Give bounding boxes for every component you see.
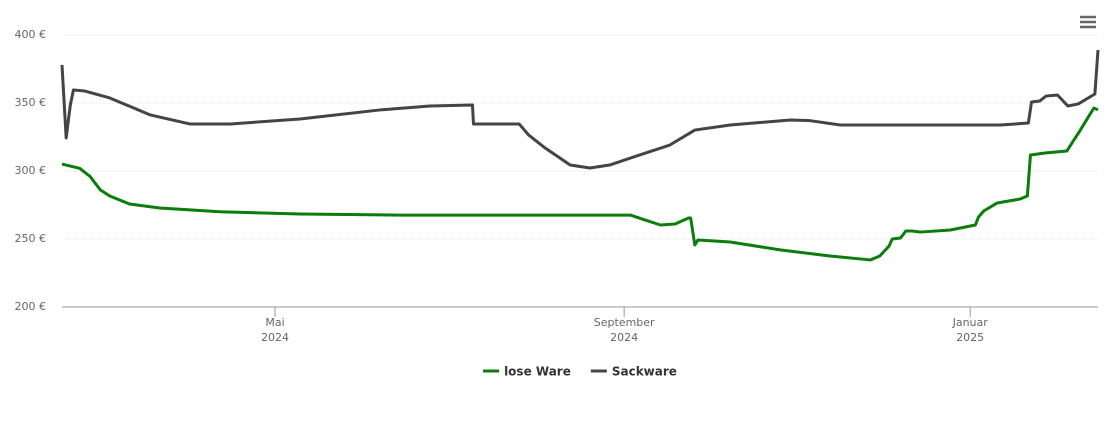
y-tick-label: 200 € — [15, 300, 47, 313]
y-tick-label: 350 € — [15, 96, 47, 109]
legend: lose Ware Sackware — [483, 365, 677, 379]
menu-button[interactable] — [1080, 15, 1096, 29]
x-tick-label: September 2024 — [594, 316, 655, 344]
x-tick-label: Mai 2024 — [261, 316, 289, 344]
y-tick-label: 250 € — [15, 232, 47, 245]
legend-text: lose Ware — [504, 365, 571, 379]
legend-text: Sackware — [612, 365, 677, 379]
line-series — [60, 49, 1100, 170]
y-tick-label: 400 € — [15, 28, 47, 41]
line-series — [61, 106, 1099, 262]
y-tick-label: 300 € — [15, 164, 47, 177]
x-tick-label: Januar 2025 — [952, 316, 989, 344]
